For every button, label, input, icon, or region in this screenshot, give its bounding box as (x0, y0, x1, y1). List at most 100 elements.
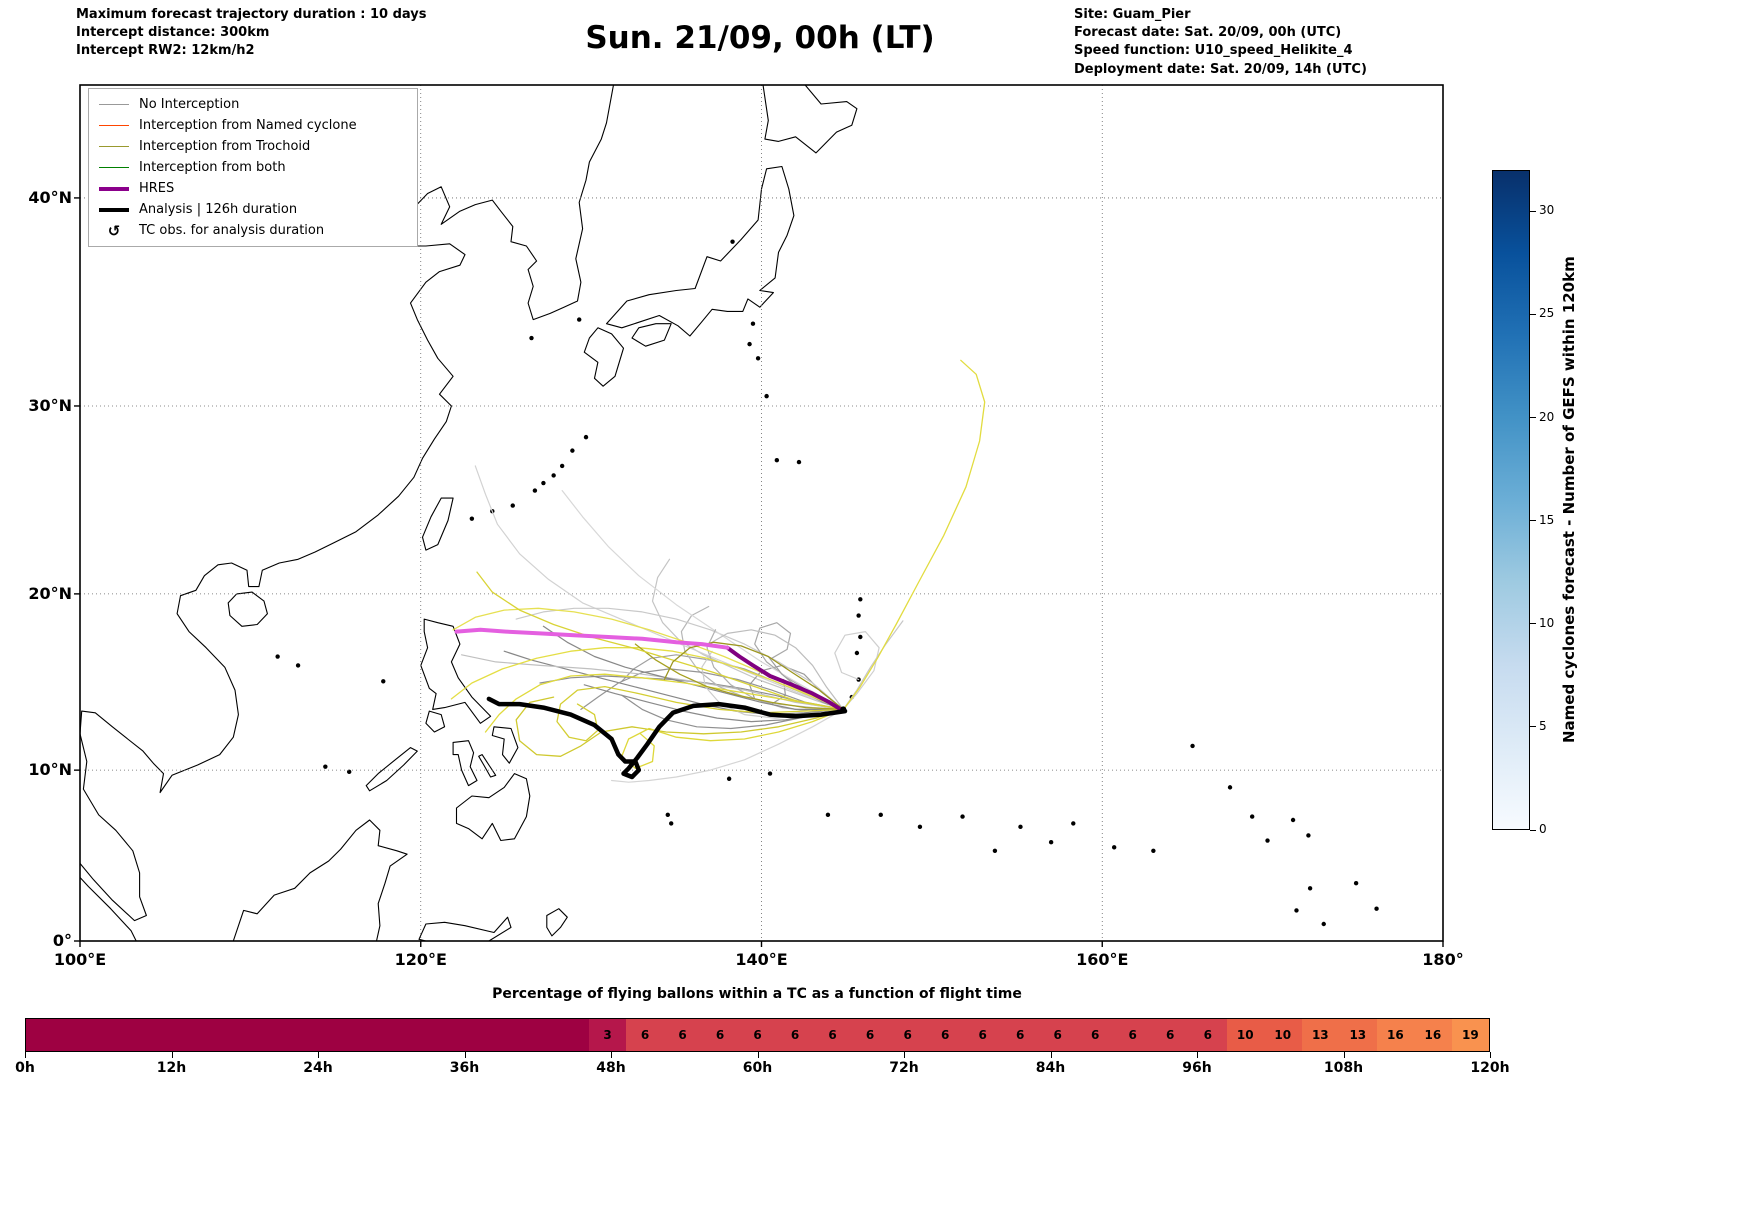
colorbar (1492, 170, 1530, 830)
strip-cell: 6 (1188, 1019, 1227, 1051)
strip-cell: 10 (1264, 1019, 1302, 1051)
island-dot (917, 824, 923, 830)
legend-label: Interception from Trochoid (139, 139, 311, 154)
strip-cell-value: 6 (1128, 1028, 1137, 1042)
trajectory-trochoid (484, 673, 844, 733)
coastline (452, 740, 478, 787)
colorbar-tick-mark (1530, 210, 1536, 212)
legend-line (99, 166, 129, 169)
trajectory-analysis (486, 696, 848, 780)
coastline (491, 726, 519, 764)
colorbar-tick-mark (1530, 520, 1536, 522)
legend-item: Analysis | 126h duration (99, 199, 407, 220)
strip-cell (438, 1019, 477, 1051)
strip-cell-value: 13 (1349, 1028, 1367, 1042)
island-dot (665, 812, 670, 818)
deployment-site-marker (840, 706, 847, 713)
coastline (227, 591, 268, 627)
strip-cell: 16 (1414, 1019, 1452, 1051)
strip-cell-value: 6 (1091, 1028, 1100, 1042)
island-dot (755, 356, 761, 361)
island-dot (1048, 840, 1054, 845)
island-dot (583, 434, 589, 440)
trajectory-no_interception (542, 625, 844, 711)
island-dot (1018, 824, 1023, 830)
island-dot (570, 448, 575, 453)
loop-arrow-icon: ↺ (107, 221, 121, 240)
coastline (583, 327, 625, 387)
legend-line-swatch (99, 166, 129, 169)
strip-cell: 10 (1226, 1019, 1265, 1051)
island-dot (858, 597, 863, 602)
y-tick-label: 40°N (28, 187, 72, 207)
colorbar-tick-label: 20 (1539, 409, 1555, 424)
island-dot (1294, 908, 1299, 913)
strip-cell-value: 6 (753, 1028, 762, 1042)
coastline (420, 618, 492, 724)
legend-line-swatch (99, 207, 129, 212)
intercept-distance-text: Intercept distance: 300km (76, 25, 270, 41)
strip-tick-label: 120h (1470, 1060, 1510, 1076)
legend-item: HRES (99, 178, 407, 199)
island-dot (1374, 906, 1379, 911)
strip-tick-mark (318, 1052, 319, 1058)
island-dot (774, 457, 780, 463)
island-dot (529, 335, 534, 341)
island-dot (1227, 785, 1233, 790)
strip-tick-label: 12h (156, 1060, 187, 1076)
colorbar-tick-mark (1530, 726, 1536, 728)
trajectory-hres (454, 627, 730, 650)
strip-tick-label: 36h (449, 1060, 480, 1076)
run-config-block: Maximum forecast trajectory duration : 1… (76, 6, 427, 61)
coastline (762, 85, 858, 154)
strip-cell: 16 (1376, 1019, 1415, 1051)
site-text: Site: Guam_Pier (1074, 7, 1191, 22)
island-dot (730, 239, 735, 244)
strip-tick-label: 84h (1035, 1060, 1066, 1076)
island-dot (1290, 817, 1296, 823)
deployment-date-text: Deployment date: Sat. 20/09, 14h (UTC) (1074, 61, 1367, 77)
y-tick-label: 0° (52, 931, 72, 950)
strip-tick-mark (1343, 1052, 1345, 1058)
island-dot (878, 812, 883, 818)
strip-cell: 13 (1301, 1019, 1340, 1051)
strip-cell-value: 13 (1311, 1028, 1329, 1042)
strip-cell: 3 (588, 1019, 627, 1051)
y-tick-label: 30°N (28, 395, 72, 415)
strip-cell-value: 16 (1424, 1028, 1442, 1042)
strip-cell-value: 6 (1166, 1028, 1175, 1042)
legend-line-swatch (99, 103, 129, 106)
island-dot (764, 393, 769, 399)
island-dot (510, 503, 515, 508)
island-dot (559, 463, 565, 469)
strip-title: Percentage of flying ballons within a TC… (492, 986, 1022, 1002)
island-dot (323, 764, 328, 769)
coastline (455, 773, 531, 842)
legend-label: Analysis | 126h duration (139, 202, 298, 217)
tc-obs-icon: ↺ (99, 222, 129, 240)
trajectory-no_interception (580, 668, 844, 711)
coastline (546, 908, 568, 937)
island-dot (532, 488, 538, 493)
legend-line (99, 124, 129, 127)
island-dot (992, 848, 998, 853)
trajectory-trochoid (450, 647, 844, 711)
island-dot (669, 821, 674, 826)
strip-cell: 6 (926, 1019, 964, 1051)
island-dot (858, 634, 863, 640)
coastline (478, 754, 497, 778)
colorbar-tick-mark (1530, 417, 1536, 418)
island-dot (796, 459, 802, 465)
island-dot (1071, 821, 1076, 826)
strip-cell (401, 1019, 439, 1051)
island-dot (1353, 880, 1359, 886)
strip-cell: 6 (776, 1019, 814, 1051)
island-dot (960, 814, 965, 819)
island-dot (275, 654, 280, 659)
colorbar-tick-label: 0 (1539, 822, 1547, 836)
legend-line (99, 103, 129, 106)
figure-title: Sun. 21/09, 00h (LT) (585, 20, 935, 56)
legend-item: Interception from both (99, 157, 407, 178)
legend-line-swatch (99, 124, 129, 127)
